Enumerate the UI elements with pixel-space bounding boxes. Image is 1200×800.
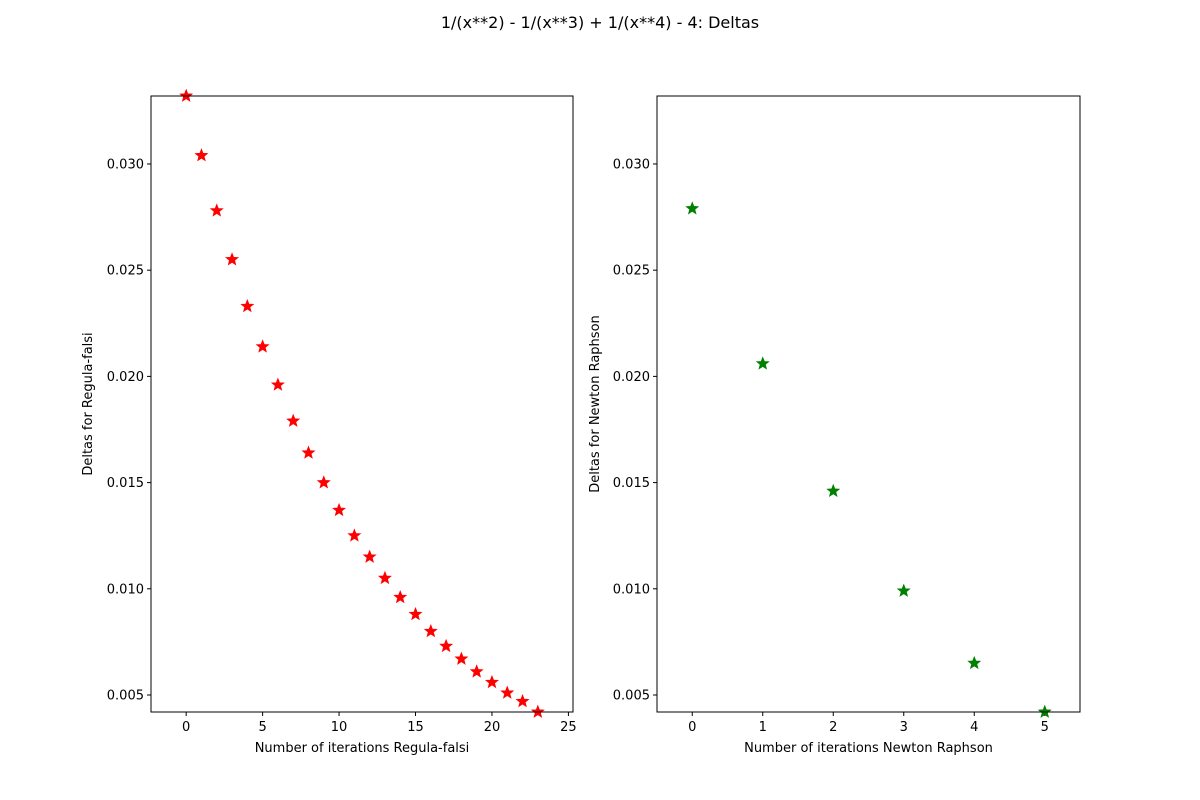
rf-data-point	[209, 203, 224, 217]
rf-x-tick-label: 15	[407, 720, 424, 735]
rf-data-point	[347, 528, 362, 542]
newton-raphson-panel: 0 1 2 3 4 5 0.005 0.010 0.015 0.020 0.025 0.030 Numb…	[588, 95, 1081, 756]
nr-data-point	[755, 356, 770, 370]
rf-data-point	[316, 475, 331, 489]
rf-y-axis-label: Deltas for Regula-falsi	[81, 332, 96, 475]
nr-data-point	[685, 201, 700, 215]
rf-axes-frame	[150, 95, 574, 713]
rf-data-point	[240, 298, 255, 313]
nr-y-axis-label: Deltas for Newton Raphson	[588, 315, 603, 493]
rf-data-point	[377, 570, 392, 585]
nr-x-tick-label: 4	[970, 720, 978, 735]
nr-y-tick-label: 0.010	[613, 582, 650, 597]
rf-data-point	[408, 606, 423, 621]
rf-data-point	[270, 377, 285, 391]
rf-y-tick-label: 0.030	[107, 157, 144, 172]
rf-y-tick-label: 0.005	[107, 689, 144, 704]
rf-x-axis-label: Number of iterations Regula-falsi	[255, 741, 470, 756]
nr-x-tick-label: 2	[829, 720, 837, 735]
rf-data-point	[515, 694, 530, 708]
nr-y-tick-label: 0.025	[613, 264, 650, 279]
figure-title: 1/(x**2) - 1/(x**3) + 1/(x**4) - 4: Delt…	[441, 13, 759, 32]
nr-x-axis-label: Number of iterations Newton Raphson	[744, 741, 993, 756]
nr-x-tick-label: 1	[759, 720, 767, 735]
nr-data-point	[967, 655, 982, 670]
rf-y-tick-label: 0.025	[107, 264, 144, 279]
rf-data-point	[439, 638, 454, 653]
rf-y-tick-label: 0.020	[107, 370, 144, 385]
nr-y-tick-label: 0.015	[613, 476, 650, 491]
rf-data-point	[194, 148, 209, 162]
rf-data-point	[500, 685, 515, 699]
rf-x-tick-label: 20	[484, 720, 501, 735]
nr-x-tick-label: 5	[1041, 720, 1049, 735]
rf-data-point	[286, 413, 301, 427]
rf-y-tick-label: 0.015	[107, 476, 144, 491]
rf-data-point	[484, 674, 499, 689]
rf-data-point	[255, 339, 270, 353]
rf-data-point	[454, 651, 469, 665]
nr-data-point	[1037, 704, 1052, 718]
rf-data-point	[301, 445, 316, 459]
rf-data-point	[393, 589, 408, 604]
nr-y-tick-label: 0.030	[613, 157, 650, 172]
rf-data-point	[469, 664, 484, 678]
rf-data-point	[332, 502, 347, 517]
rf-data-point	[179, 88, 194, 102]
rf-x-tick-label: 25	[560, 720, 577, 735]
nr-data-point	[826, 483, 841, 498]
rf-data-point	[362, 549, 377, 563]
nr-axes-frame	[656, 95, 1081, 713]
nr-x-tick-label: 0	[688, 720, 696, 735]
rf-x-tick-label: 0	[182, 720, 190, 735]
rf-data-point	[225, 252, 240, 266]
rf-data-point	[530, 704, 545, 718]
nr-y-tick-label: 0.020	[613, 370, 650, 385]
regula-falsi-panel: 0 5 10 15 20 25 0.005 0.010 0.015 0.020 0.025 0.030…	[81, 88, 577, 756]
rf-x-tick-label: 5	[258, 720, 266, 735]
nr-y-tick-label: 0.005	[613, 689, 650, 704]
rf-y-tick-label: 0.010	[107, 582, 144, 597]
nr-x-tick-label: 3	[900, 720, 908, 735]
rf-data-point	[423, 623, 438, 638]
nr-data-point	[896, 583, 911, 597]
rf-x-tick-label: 10	[331, 720, 348, 735]
